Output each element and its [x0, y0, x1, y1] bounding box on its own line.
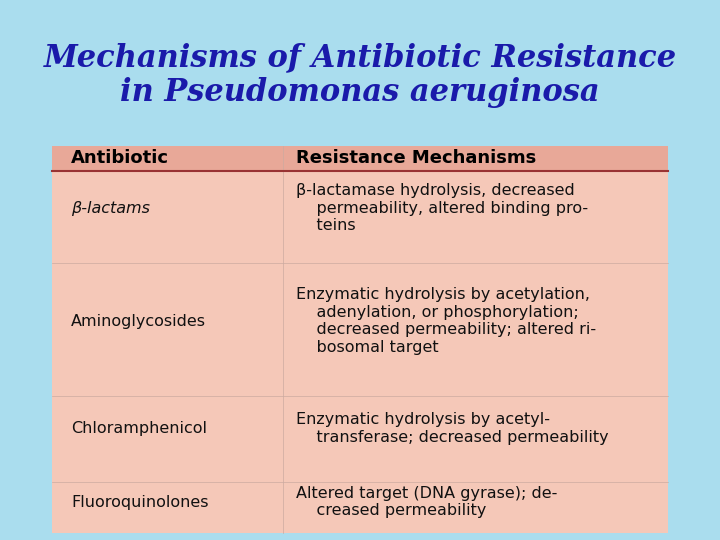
Text: β-lactams: β-lactams — [71, 201, 150, 215]
Text: Enzymatic hydrolysis by acetylation,
    adenylation, or phosphorylation;
    de: Enzymatic hydrolysis by acetylation, ade… — [296, 287, 596, 355]
Text: Mechanisms of Antibiotic Resistance: Mechanisms of Antibiotic Resistance — [43, 42, 677, 73]
Text: Fluoroquinolones: Fluoroquinolones — [71, 495, 209, 510]
Text: Altered target (DNA gyrase); de-
    creased permeability: Altered target (DNA gyrase); de- creased… — [296, 486, 557, 518]
Text: Chloramphenicol: Chloramphenicol — [71, 421, 207, 436]
Text: Resistance Mechanisms: Resistance Mechanisms — [296, 149, 536, 167]
FancyBboxPatch shape — [52, 146, 668, 533]
Text: in Pseudomonas aeruginosa: in Pseudomonas aeruginosa — [120, 77, 600, 108]
Text: Aminoglycosides: Aminoglycosides — [71, 314, 206, 328]
Text: β-lactamase hydrolysis, decreased
    permeability, altered binding pro-
    tei: β-lactamase hydrolysis, decreased permea… — [296, 183, 588, 233]
Text: Antibiotic: Antibiotic — [71, 149, 169, 167]
FancyBboxPatch shape — [52, 146, 668, 171]
Text: Enzymatic hydrolysis by acetyl-
    transferase; decreased permeability: Enzymatic hydrolysis by acetyl- transfer… — [296, 412, 608, 444]
